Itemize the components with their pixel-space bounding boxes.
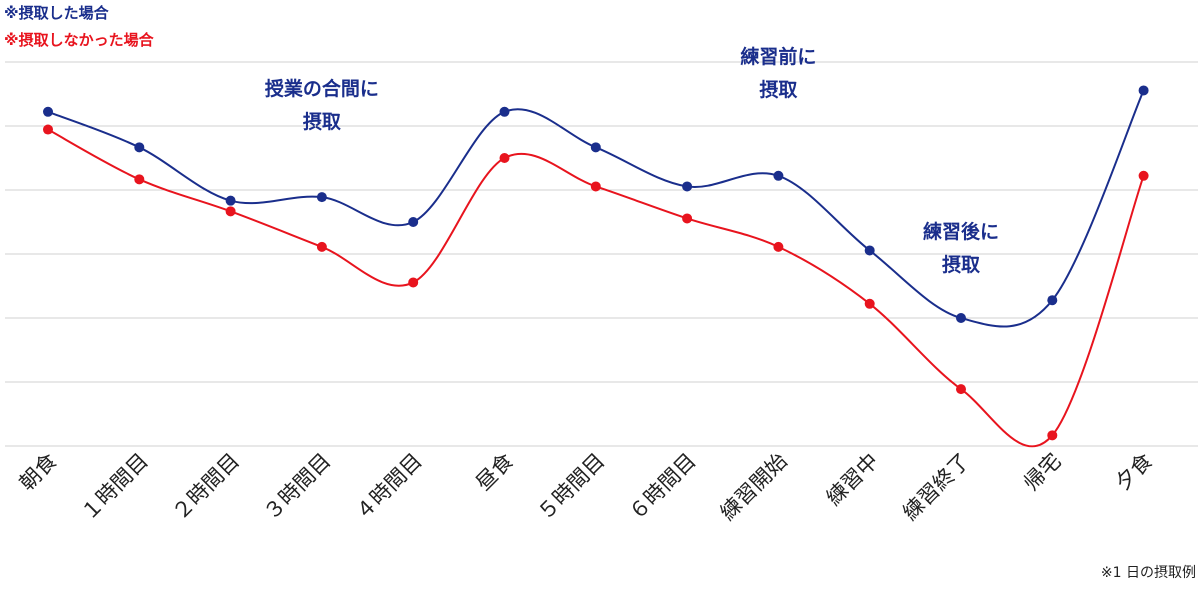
annotation-text: 摂取 xyxy=(303,110,341,133)
point-taken-11 xyxy=(1047,295,1058,306)
x-tick-label: 夕食 xyxy=(1110,449,1157,496)
point-not-taken-3 xyxy=(316,241,327,252)
data-points xyxy=(43,85,1149,441)
x-tick-label: ２時間目 xyxy=(168,449,244,525)
point-taken-0 xyxy=(43,106,53,117)
point-taken-7 xyxy=(682,181,693,192)
x-axis-tick-labels: 朝食 １時間目 ２時間目 ３時間目 ４時間目 昼食 ５時間目 ６時間目 練習開始 練習中 練習終了帰… xyxy=(15,449,1157,525)
x-tick-label: 昼食 xyxy=(471,449,518,496)
point-taken-2 xyxy=(225,195,236,206)
point-taken-4 xyxy=(408,217,419,227)
legend: ※摂取した場合 ※摂取しなかった場合 xyxy=(4,4,155,49)
point-not-taken-2 xyxy=(225,206,236,217)
point-not-taken-0 xyxy=(43,124,53,135)
point-taken-5 xyxy=(499,106,510,117)
annotation-text: 授業の合間に xyxy=(265,77,379,100)
x-tick-label: ４時間目 xyxy=(350,449,426,525)
point-taken-1 xyxy=(134,142,145,153)
point-not-taken-8 xyxy=(773,241,784,252)
footnote: ※1 日の摂取例 xyxy=(1101,565,1196,581)
point-not-taken-5 xyxy=(499,153,510,163)
x-tick-label: ３時間目 xyxy=(259,449,335,525)
x-tick-label: 朝食 xyxy=(15,449,62,496)
point-taken-9 xyxy=(864,245,875,256)
point-taken-3 xyxy=(316,192,327,203)
legend-entry-taken: ※摂取した場合 xyxy=(4,4,110,22)
series-line-taken xyxy=(47,90,1145,328)
x-tick-label: ５時間目 xyxy=(533,449,609,525)
annotation-text: 練習前に xyxy=(740,45,816,68)
point-not-taken-12 xyxy=(1138,170,1149,181)
point-not-taken-4 xyxy=(408,277,419,288)
point-taken-12 xyxy=(1138,85,1149,96)
x-tick-label: 練習開始 xyxy=(716,449,792,525)
point-taken-6 xyxy=(590,142,601,153)
gridlines xyxy=(5,61,1198,447)
annotation-text: 摂取 xyxy=(942,253,980,276)
x-tick-label: ６時間目 xyxy=(624,449,700,525)
point-not-taken-11 xyxy=(1047,430,1058,441)
series-lines xyxy=(47,90,1145,448)
point-not-taken-1 xyxy=(134,174,145,185)
x-tick-label: 練習中 xyxy=(822,449,884,511)
point-not-taken-10 xyxy=(956,384,966,395)
annotation-text: 摂取 xyxy=(759,78,797,101)
point-taken-10 xyxy=(956,313,966,323)
series-line-not-taken xyxy=(47,128,1145,448)
annotation-text: 練習後に xyxy=(923,220,999,243)
point-not-taken-6 xyxy=(590,181,601,192)
point-taken-8 xyxy=(773,170,784,181)
x-tick-label: 帰宅 xyxy=(1019,449,1066,496)
point-not-taken-9 xyxy=(864,298,875,309)
legend-entry-not-taken: ※摂取しなかった場合 xyxy=(4,31,155,49)
x-tick-label: 練習終了 xyxy=(898,449,974,525)
point-not-taken-7 xyxy=(682,213,693,224)
x-tick-label: １時間目 xyxy=(76,449,152,525)
